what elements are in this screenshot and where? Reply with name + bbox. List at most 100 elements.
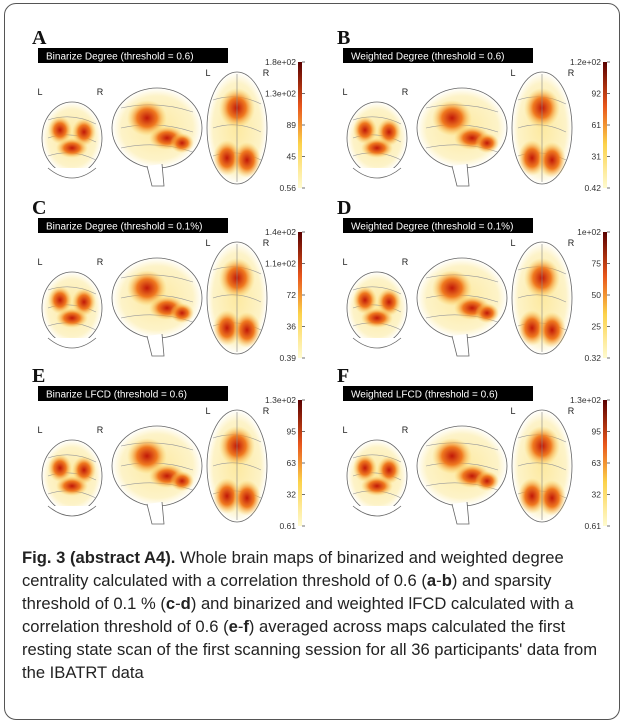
orientation-label: L — [342, 425, 347, 435]
activation-blob — [361, 476, 393, 496]
colorbar-tick-label: 1.3e+02 — [265, 395, 296, 405]
panel-title: Binarize Degree (threshold = 0.1%) — [46, 222, 202, 233]
figure-caption: Fig. 3 (abstract A4). Whole brain maps o… — [22, 546, 614, 684]
orientation-label: L — [342, 87, 347, 97]
colorbar-tick-label: 31 — [592, 152, 602, 162]
colorbar-tick-label: 95 — [287, 427, 297, 437]
orientation-label: R — [568, 68, 575, 78]
panel-letter: F — [337, 365, 349, 387]
colorbar-tick-label: 1e+02 — [577, 227, 601, 237]
caption-bold-text: Fig. 3 (abstract A4). — [22, 548, 175, 567]
colorbar-tick-label: 25 — [592, 322, 602, 332]
orientation-label: L — [37, 257, 42, 267]
orientation-label: R — [263, 68, 270, 78]
colorbar-tick-label: 61 — [592, 120, 602, 130]
colorbar-tick-label: 0.32 — [584, 353, 601, 363]
orientation-label: L — [510, 238, 515, 248]
colorbar-tick-label: 1.1e+02 — [265, 259, 296, 269]
caption-bold-text: d — [181, 594, 191, 613]
colorbar-tick-label: 1.3e+02 — [265, 89, 296, 99]
panel-letter: B — [337, 27, 350, 49]
colorbar-tick-label: 0.56 — [279, 183, 296, 193]
colorbar-tick-label: 63 — [592, 458, 602, 468]
colorbar-tick-label: 0.61 — [584, 521, 601, 531]
caption-bold-text: a — [427, 571, 436, 590]
orientation-label: R — [568, 406, 575, 416]
orientation-label: L — [205, 68, 210, 78]
orientation-label: L — [205, 406, 210, 416]
cerebellum — [353, 338, 401, 348]
orientation-label: L — [342, 257, 347, 267]
activation-blob — [475, 471, 499, 491]
cerebellum — [48, 338, 96, 348]
colorbar-tick-label: 1.4e+02 — [265, 227, 296, 237]
orientation-label: R — [263, 406, 270, 416]
panel-title: Weighted Degree (threshold = 0.6) — [351, 52, 505, 63]
colorbar-tick-label: 0.61 — [279, 521, 296, 531]
brain-stem — [452, 502, 469, 524]
colorbar — [298, 232, 302, 358]
colorbar-tick-label: 75 — [592, 259, 602, 269]
panel-title: Binarize Degree (threshold = 0.6) — [46, 52, 194, 63]
activation-blob — [56, 138, 88, 158]
brain-stem — [147, 164, 164, 186]
colorbar-tick-label: 32 — [287, 490, 297, 500]
brain-stem — [147, 502, 164, 524]
activation-blob — [361, 138, 393, 158]
colorbar-tick-label: 36 — [287, 322, 297, 332]
panel-letter: A — [32, 27, 47, 49]
activation-blob — [361, 308, 393, 328]
activation-blob — [56, 476, 88, 496]
colorbar — [603, 62, 607, 188]
activation-blob — [170, 471, 194, 491]
colorbar-tick-label: 0.39 — [279, 353, 296, 363]
panel-title: Binarize LFCD (threshold = 0.6) — [46, 390, 187, 401]
caption-bold-text: e — [229, 617, 238, 636]
colorbar-tick-label: 50 — [592, 290, 602, 300]
orientation-label: R — [568, 238, 575, 248]
brain-stem — [452, 164, 469, 186]
colorbar — [603, 232, 607, 358]
orientation-label: L — [510, 406, 515, 416]
panel-letter: D — [337, 197, 351, 219]
activation-blob — [56, 308, 88, 328]
colorbar — [298, 400, 302, 526]
orientation-label: R — [97, 87, 104, 97]
page: ABinarize Degree (threshold = 0.6)LRLR1.… — [0, 0, 627, 725]
colorbar-tick-label: 0.42 — [584, 183, 601, 193]
orientation-label: L — [510, 68, 515, 78]
colorbar-tick-label: 45 — [287, 152, 297, 162]
orientation-label: R — [97, 425, 104, 435]
cerebellum — [353, 168, 401, 178]
panel-title: Weighted LFCD (threshold = 0.6) — [351, 390, 498, 401]
cerebellum — [48, 168, 96, 178]
colorbar-tick-label: 92 — [592, 89, 602, 99]
orientation-label: R — [402, 87, 409, 97]
orientation-label: L — [37, 425, 42, 435]
colorbar-tick-label: 72 — [287, 290, 297, 300]
colorbar-tick-label: 1.8e+02 — [265, 57, 296, 67]
panel-title: Weighted Degree (threshold = 0.1%) — [351, 222, 513, 233]
brain-stem — [147, 334, 164, 356]
panel-letter: C — [32, 197, 46, 219]
colorbar-tick-label: 1.2e+02 — [570, 57, 601, 67]
activation-blob — [170, 303, 194, 323]
panel: EBinarize LFCD (threshold = 0.6)LRLR1.3e… — [32, 365, 305, 531]
cerebellum — [48, 506, 96, 516]
colorbar-tick-label: 95 — [592, 427, 602, 437]
colorbar — [603, 400, 607, 526]
orientation-label: R — [97, 257, 104, 267]
orientation-label: R — [263, 238, 270, 248]
activation-blob — [475, 133, 499, 153]
orientation-label: R — [402, 257, 409, 267]
caption-bold-text: c — [166, 594, 175, 613]
activation-blob — [170, 133, 194, 153]
orientation-label: R — [402, 425, 409, 435]
cerebellum — [353, 506, 401, 516]
